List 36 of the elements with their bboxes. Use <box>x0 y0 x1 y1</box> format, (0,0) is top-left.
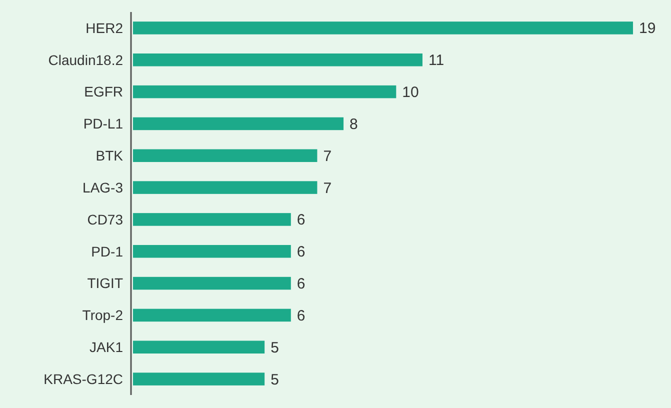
data-label: 19 <box>639 20 656 38</box>
bar <box>133 276 291 290</box>
data-label: 6 <box>296 244 306 261</box>
bar <box>133 181 318 194</box>
bar <box>133 53 422 66</box>
bar <box>133 22 633 34</box>
data-label: 7 <box>323 180 332 197</box>
y-tick-label: KRAS-G12C <box>44 370 123 387</box>
data-label: 11 <box>428 52 444 70</box>
y-tick-label: Claudin18.2 <box>48 52 124 68</box>
bar <box>133 372 265 386</box>
bar <box>133 244 291 258</box>
y-tick-label: CD73 <box>87 211 124 228</box>
y-tick-label: EGFR <box>84 84 123 100</box>
data-label: 6 <box>296 276 306 293</box>
bar <box>133 213 291 226</box>
data-label: 8 <box>350 116 358 133</box>
y-tick-label: HER2 <box>86 20 124 36</box>
y-tick-label: BTK <box>96 148 124 164</box>
bar <box>133 117 344 130</box>
y-tick-label: PD-L1 <box>83 116 124 132</box>
bar <box>133 340 265 354</box>
y-tick-label: LAG-3 <box>82 179 124 196</box>
data-label: 7 <box>323 148 332 165</box>
y-tick-label: TIGIT <box>87 275 124 292</box>
data-label: 6 <box>296 307 306 324</box>
data-label: 10 <box>402 84 419 102</box>
data-label: 5 <box>270 339 279 356</box>
y-tick-label: Trop-2 <box>82 307 124 324</box>
bar <box>133 308 291 322</box>
bar <box>133 85 396 98</box>
data-label: 5 <box>270 371 279 388</box>
y-tick-label: JAK1 <box>90 339 124 356</box>
data-label: 6 <box>296 212 306 229</box>
bar <box>133 149 318 162</box>
y-tick-label: PD-1 <box>91 243 124 260</box>
